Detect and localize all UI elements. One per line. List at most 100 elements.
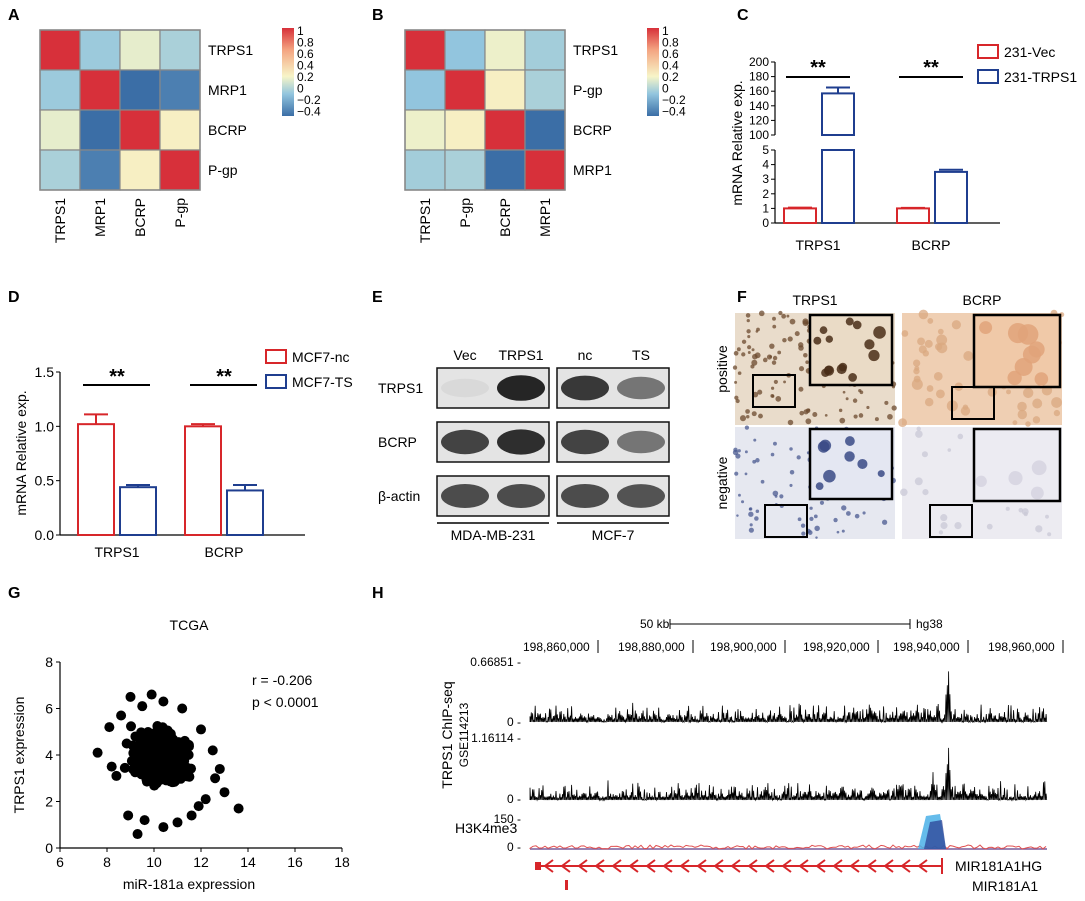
gene-arrow	[628, 859, 639, 873]
ihc-nucleus	[841, 529, 845, 533]
ihc-nucleus	[838, 408, 843, 413]
ihc-nucleus	[741, 500, 745, 504]
heatmap-cell	[444, 109, 486, 151]
blot-band	[617, 430, 665, 454]
heatmap-cell	[159, 109, 201, 151]
y-tick-label: 200	[749, 55, 769, 69]
scatter-point	[177, 703, 188, 714]
colorbar-tick: 0.2	[662, 70, 679, 84]
ihc-nucleus	[782, 337, 787, 343]
blot-band	[497, 429, 545, 455]
ihc-nucleus	[1017, 401, 1027, 412]
coordinate-label: 198,900,000	[710, 640, 777, 654]
scatter-point	[131, 757, 142, 768]
gene-arrow	[730, 859, 741, 873]
legend-label: MCF7-TS	[292, 374, 353, 390]
bar	[934, 170, 968, 224]
ihc-inset-cell	[845, 317, 854, 326]
heatmap-cell	[39, 29, 81, 71]
legend-swatch	[977, 69, 999, 84]
ihc-nucleus	[916, 426, 921, 431]
heatmap-cell	[524, 69, 566, 111]
ihc-inset-cell	[1017, 324, 1039, 345]
ihc-inset-cell	[979, 321, 993, 335]
heatmap-col-label: BCRP	[132, 198, 148, 237]
x-tick-label: BCRP	[205, 544, 244, 560]
h3k4-zero: 0 -	[507, 840, 521, 854]
ihc-nucleus	[866, 405, 870, 410]
ihc-nucleus	[789, 469, 795, 475]
y-tick-label: 180	[749, 70, 769, 84]
y-tick-label: 2	[45, 794, 53, 810]
y-tick-label: 5	[762, 143, 769, 157]
group-label: MDA-MB-231	[451, 527, 536, 543]
significance-mark: **	[923, 57, 939, 79]
track1-zero: 0 -	[507, 715, 521, 729]
gene-exon	[535, 862, 541, 870]
ihc-zoom-box	[752, 374, 796, 408]
ihc-nucleus	[777, 350, 782, 355]
significance-mark: **	[109, 366, 125, 388]
gene-arrow	[781, 859, 792, 873]
bar	[821, 149, 855, 224]
scatter-point	[158, 822, 169, 833]
colorbar-tick: 1	[662, 24, 669, 38]
colorbar	[647, 28, 659, 116]
group-label: MCF-7	[592, 527, 635, 543]
ihc-nucleus	[733, 350, 739, 356]
y-tick-label: 100	[749, 128, 769, 142]
ihc-nucleus	[824, 413, 828, 417]
ihc-nucleus	[914, 477, 923, 486]
ihc-nucleus	[754, 516, 759, 521]
ihc-inset-cell	[848, 373, 857, 382]
ihc-nucleus	[749, 523, 753, 527]
ihc-nucleus	[845, 511, 851, 516]
ihc-inset-cell	[844, 451, 855, 462]
heatmap-cell	[484, 29, 526, 71]
gene-arrow	[815, 859, 826, 873]
scatter-point	[214, 763, 225, 774]
y-tick-label: 2	[762, 187, 769, 201]
ihc-nucleus	[1032, 398, 1043, 409]
ihc-nucleus	[783, 380, 786, 384]
heatmap-cell	[79, 109, 121, 151]
scatter-point	[219, 787, 230, 798]
y-tick-label: 1.5	[35, 364, 55, 380]
ihc-col-label: BCRP	[963, 292, 1002, 308]
heatmap-cell	[404, 149, 446, 191]
blot-band	[441, 378, 489, 398]
gene-arrow	[900, 859, 911, 873]
scatter-point	[106, 761, 117, 772]
heatmap-cell	[119, 109, 161, 151]
ihc-nucleus	[771, 360, 777, 365]
lane-label: Vec	[453, 347, 476, 363]
ihc-nucleus	[762, 357, 768, 363]
significance-mark: **	[216, 366, 232, 388]
heatmap-cell	[119, 29, 161, 71]
ihc-nucleus	[772, 316, 776, 321]
ihc-nucleus	[732, 365, 738, 370]
heatmap-row-label: TRPS1	[208, 42, 253, 58]
ihc-nucleus	[752, 459, 757, 464]
gene-arrow	[832, 859, 843, 873]
colorbar-tick: 0.8	[297, 36, 314, 50]
ihc-nucleus	[738, 493, 741, 497]
ihc-nucleus	[809, 516, 814, 521]
track2-max: 1.16114 -	[471, 731, 521, 745]
x-axis-label: miR-181a expression	[123, 876, 255, 892]
ihc-nucleus	[737, 449, 741, 453]
ihc-nucleus	[756, 327, 760, 332]
ihc-nucleus	[781, 313, 787, 319]
ihc-nucleus	[805, 418, 812, 425]
y-tick-label: 3	[762, 172, 769, 186]
blot-band	[497, 484, 545, 508]
colorbar-tick: −0.4	[297, 105, 321, 119]
ihc-nucleus	[771, 386, 775, 390]
h3k4-peak	[924, 820, 946, 849]
gene-arrow	[866, 859, 877, 873]
coordinate-label: 198,920,000	[803, 640, 870, 654]
blot-row-label: TRPS1	[378, 380, 423, 396]
lane-label: nc	[578, 347, 593, 363]
ihc-inset-cell	[1008, 471, 1023, 486]
heatmap-cell	[79, 29, 121, 71]
